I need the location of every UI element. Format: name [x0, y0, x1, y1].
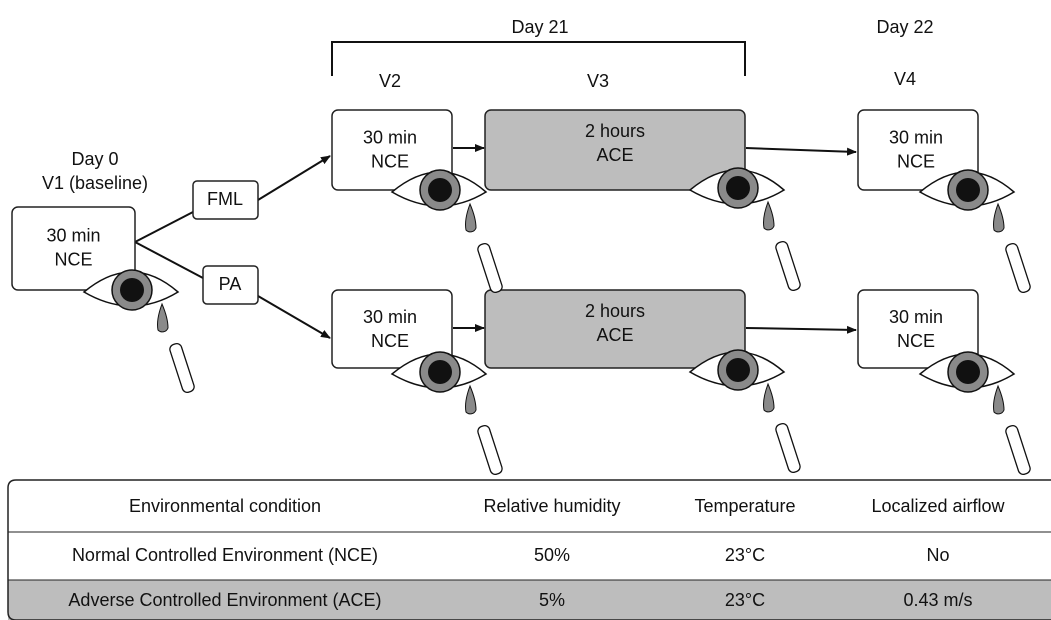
box-label: 2 hours [585, 301, 645, 321]
treatment-label: FML [207, 189, 243, 209]
session-boxes: 30 min NCE 30 min NCE 2 hours ACE 30 min NCE 30 … [11, 109, 979, 369]
table-cell: 0.43 m/s [903, 590, 972, 610]
table-cell: No [926, 545, 949, 565]
table: Environmental condition Relative humidity… [7, 479, 1051, 620]
treatment-label: PA [219, 274, 242, 294]
day-label: Day 0 [71, 149, 118, 169]
table-header: Temperature [694, 496, 795, 516]
box-label: NCE [371, 331, 409, 351]
arrows [134, 144, 857, 339]
table-cell: 23°C [725, 590, 765, 610]
session-box [484, 109, 746, 191]
box-label: NCE [54, 250, 92, 270]
day-label: Day 22 [876, 17, 933, 37]
table-cell: 23°C [725, 545, 765, 565]
table-cell: 5% [539, 590, 565, 610]
table-cell: Normal Controlled Environment (NCE) [72, 545, 378, 565]
box-label: NCE [371, 152, 409, 172]
table-cell: 50% [534, 545, 570, 565]
session-box [331, 109, 453, 191]
box-label: 30 min [363, 128, 417, 148]
bracket [331, 41, 746, 76]
session-box [11, 206, 136, 291]
box-label: 2 hours [585, 121, 645, 141]
session-box [484, 289, 746, 369]
box-label: 30 min [889, 128, 943, 148]
timeline-labels: Day 0 V1 (baseline) Day 21 V2 V3 Day 22 … [42, 17, 934, 193]
visit-label: V3 [587, 71, 609, 91]
visit-label: V4 [894, 69, 916, 89]
box-label: NCE [897, 331, 935, 351]
box-label: ACE [596, 145, 633, 165]
day-label: Day 21 [511, 17, 568, 37]
box-label: 30 min [889, 307, 943, 327]
session-box [331, 289, 453, 369]
session-box [857, 289, 979, 369]
table-header: Localized airflow [871, 496, 1005, 516]
visit-label: V2 [379, 71, 401, 91]
treatment-boxes: FML PA [192, 180, 259, 305]
session-box [857, 109, 979, 191]
table-header: Relative humidity [483, 496, 620, 516]
visit-label: V1 (baseline) [42, 173, 148, 193]
box-label: 30 min [363, 307, 417, 327]
table-header: Environmental condition [129, 496, 321, 516]
table-cell: Adverse Controlled Environment (ACE) [68, 590, 381, 610]
box-label: ACE [596, 325, 633, 345]
box-label: NCE [897, 152, 935, 172]
box-label: 30 min [46, 226, 100, 246]
